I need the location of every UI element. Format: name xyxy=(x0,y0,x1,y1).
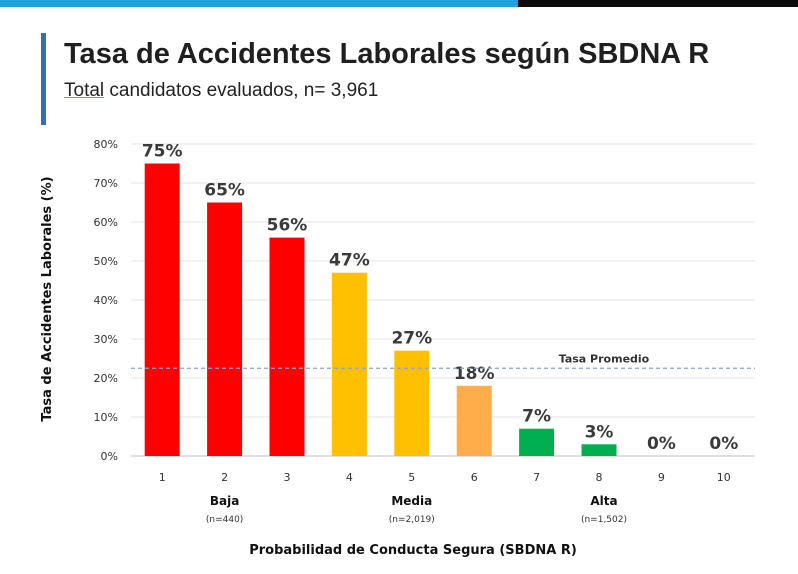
group-count: (n=440) xyxy=(206,515,243,525)
top-bar-blue xyxy=(0,0,518,7)
data-label: 7% xyxy=(522,407,551,427)
y-tick-label: 80% xyxy=(94,138,118,151)
group-label: Media xyxy=(391,494,432,508)
x-tick-label: 5 xyxy=(408,471,415,484)
labels-layer: 0%10%20%30%40%50%60%70%80% 75%165%256%347… xyxy=(94,138,755,525)
y-tick-label: 0% xyxy=(101,450,118,463)
page-title: Tasa de Accidentes Laborales según SBDNA… xyxy=(64,38,710,70)
average-label: Tasa Promedio xyxy=(559,352,650,365)
bars-layer xyxy=(144,163,617,456)
y-axis-title: Tasa de Accidentes Laborales (%) xyxy=(40,176,55,421)
data-label: 18% xyxy=(454,364,495,384)
group-label: Alta xyxy=(590,494,617,508)
y-tick-label: 30% xyxy=(94,333,118,346)
bar-7 xyxy=(519,428,555,456)
y-tick-label: 10% xyxy=(94,411,118,424)
x-tick-label: 1 xyxy=(159,471,166,484)
group-count: (n=2,019) xyxy=(389,515,435,525)
y-tick-label: 60% xyxy=(94,216,118,229)
y-tick-label: 40% xyxy=(94,294,118,307)
data-label: 47% xyxy=(329,251,370,271)
x-tick-label: 4 xyxy=(346,471,353,484)
x-tick-label: 8 xyxy=(596,471,603,484)
data-label: 65% xyxy=(204,181,245,201)
group-count: (n=1,502) xyxy=(581,515,627,525)
bar-8 xyxy=(581,444,617,456)
x-axis-title: Probabilidad de Conducta Segura (SBDNA R… xyxy=(249,543,577,558)
x-tick-label: 3 xyxy=(284,471,291,484)
group-label: Baja xyxy=(210,494,239,508)
x-tick-label: 10 xyxy=(717,471,731,484)
x-tick-label: 2 xyxy=(221,471,228,484)
x-tick-label: 7 xyxy=(533,471,540,484)
y-tick-label: 70% xyxy=(94,177,118,190)
bar-4 xyxy=(331,272,367,456)
data-label: 0% xyxy=(647,434,676,454)
bar-1 xyxy=(144,163,180,456)
x-tick-label: 6 xyxy=(471,471,478,484)
title-accent-bar xyxy=(41,33,46,125)
bar-5 xyxy=(394,350,430,456)
data-label: 56% xyxy=(267,216,308,236)
page-subtitle: Total candidatos evaluados, n= 3,961 xyxy=(64,80,378,102)
top-bar-dark xyxy=(518,0,798,7)
data-label: 75% xyxy=(142,142,183,162)
subtitle-rest: candidatos evaluados, n= 3,961 xyxy=(104,80,379,101)
data-label: 27% xyxy=(391,329,432,349)
data-label: 0% xyxy=(709,434,738,454)
subtitle-total: Total xyxy=(64,80,105,101)
bar-2 xyxy=(207,202,243,456)
y-tick-label: 20% xyxy=(94,372,118,385)
bar-3 xyxy=(269,237,305,456)
y-tick-label: 50% xyxy=(94,255,118,268)
bar-6 xyxy=(456,385,492,456)
x-tick-label: 9 xyxy=(658,471,665,484)
data-label: 3% xyxy=(585,422,614,442)
